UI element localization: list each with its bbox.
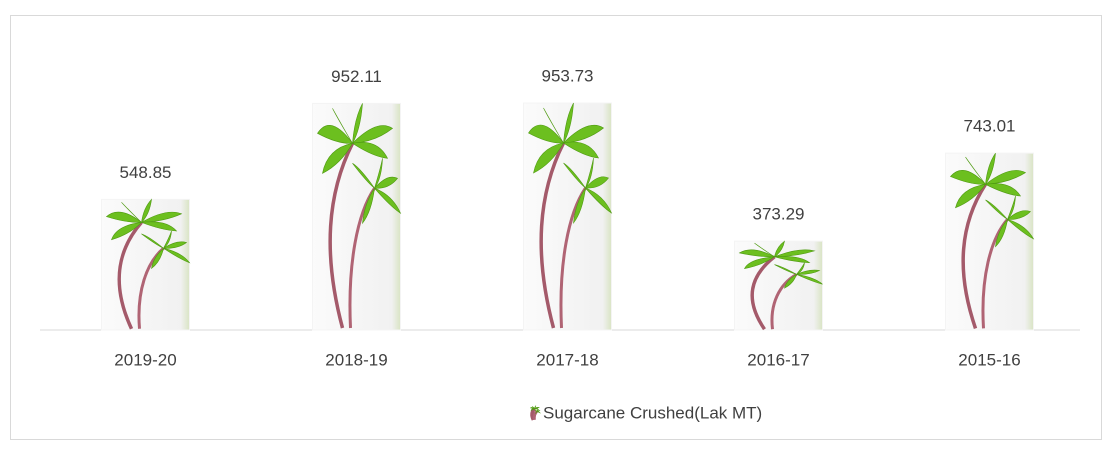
leaf [533,142,564,174]
leaf [796,274,823,285]
leaf [985,170,1027,185]
leaf [950,170,986,185]
leaf [105,211,142,223]
leaf [774,256,811,264]
leaf [563,141,600,159]
leaf [141,211,183,223]
leaf [141,221,178,232]
data-label: 743.01 [964,117,1016,136]
leaf [111,222,142,241]
leaf [151,248,164,270]
stalk [961,183,987,329]
leaf [585,176,609,189]
sugarcane-art [738,240,823,331]
leaf [332,108,353,144]
leaf [573,187,586,225]
data-label: 373.29 [753,205,805,224]
sugarcane-art [528,102,613,329]
leaf [563,102,574,144]
sugarcane-art [529,405,541,421]
stalk [539,142,566,329]
leaf [1007,210,1032,220]
leaf [534,409,538,412]
leaf [141,233,164,249]
x-tick-label: 2017-18 [536,350,598,369]
leaf [1007,219,1035,240]
leaf [965,156,986,185]
leaf [774,249,816,258]
data-label: 548.85 [120,163,172,182]
leaf [1007,195,1016,220]
sugarcane-art [317,103,402,329]
legend-label: Sugarcane Crushed(Lak MT) [543,403,762,422]
leaf [163,230,172,249]
x-tick-label: 2016-17 [747,350,809,369]
leaf [563,162,586,189]
x-tick-label: 2019-20 [114,350,176,369]
leaf [362,188,375,225]
leaf [121,202,142,223]
leaf [352,163,375,189]
leaf [532,406,535,409]
leaf [774,240,785,258]
leaf [955,184,986,209]
leaf [528,124,564,144]
legend: Sugarcane Crushed(Lak MT) [529,403,762,422]
leaf [535,410,538,415]
leaf [754,242,775,258]
sugarcane-art [105,198,191,330]
leaf [985,153,996,185]
leaf [563,124,605,144]
leaf [536,409,539,412]
stalk [328,142,355,329]
leaf [163,241,188,249]
leaf [352,125,394,144]
stalk [750,255,776,331]
leaf [534,408,540,410]
leaf [352,103,363,144]
leaf [374,176,398,189]
x-tick-label: 2015-16 [958,350,1020,369]
leaf [163,248,191,264]
leaf [317,125,353,144]
stalk [117,221,143,330]
leaf [796,269,821,275]
x-tick-label: 2018-19 [325,350,387,369]
sugarcane-art [950,153,1035,329]
leaf [585,157,594,189]
bar [734,240,823,331]
leaf [536,410,541,414]
leaf [774,264,797,275]
leaf [352,142,389,159]
leaf [796,262,805,275]
leaf [985,199,1008,220]
leaf [543,107,564,144]
leaf [322,143,353,174]
leaf [985,183,1022,197]
leaf [374,187,402,215]
data-label: 953.73 [542,66,594,85]
leaf [141,198,152,223]
leaf [738,249,775,258]
leaf [374,158,383,189]
data-label: 952.11 [331,67,382,86]
leaf [585,187,613,214]
leaf [530,408,535,411]
leaf [784,274,797,289]
leaf [995,219,1008,248]
leaf [743,256,775,270]
